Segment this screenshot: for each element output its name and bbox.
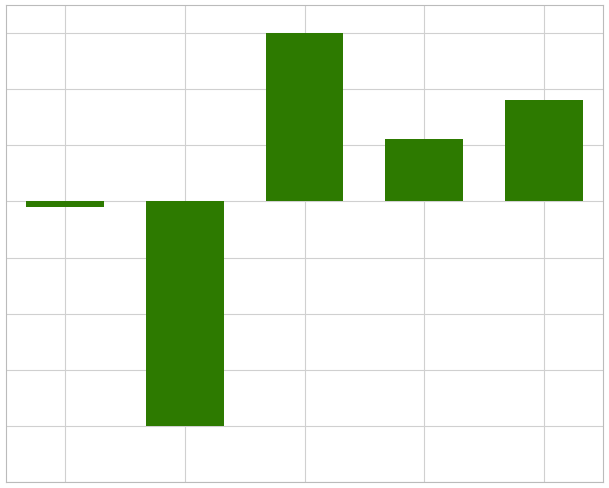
Bar	[266, 34, 343, 202]
Bar	[26, 202, 104, 207]
Bar	[146, 202, 224, 427]
Bar	[385, 140, 463, 202]
Bar	[505, 101, 583, 202]
